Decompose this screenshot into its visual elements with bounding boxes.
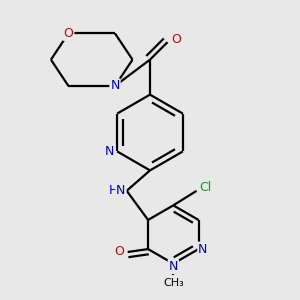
Text: Cl: Cl — [199, 182, 212, 194]
Text: H: H — [109, 184, 118, 197]
Text: N: N — [198, 243, 208, 256]
Text: CH₃: CH₃ — [163, 278, 184, 288]
Text: N: N — [116, 184, 125, 197]
Text: N: N — [105, 145, 115, 158]
Text: N: N — [169, 260, 178, 273]
Text: O: O — [171, 33, 181, 46]
Text: O: O — [114, 245, 124, 259]
Text: N: N — [110, 80, 120, 92]
Text: O: O — [64, 27, 73, 40]
